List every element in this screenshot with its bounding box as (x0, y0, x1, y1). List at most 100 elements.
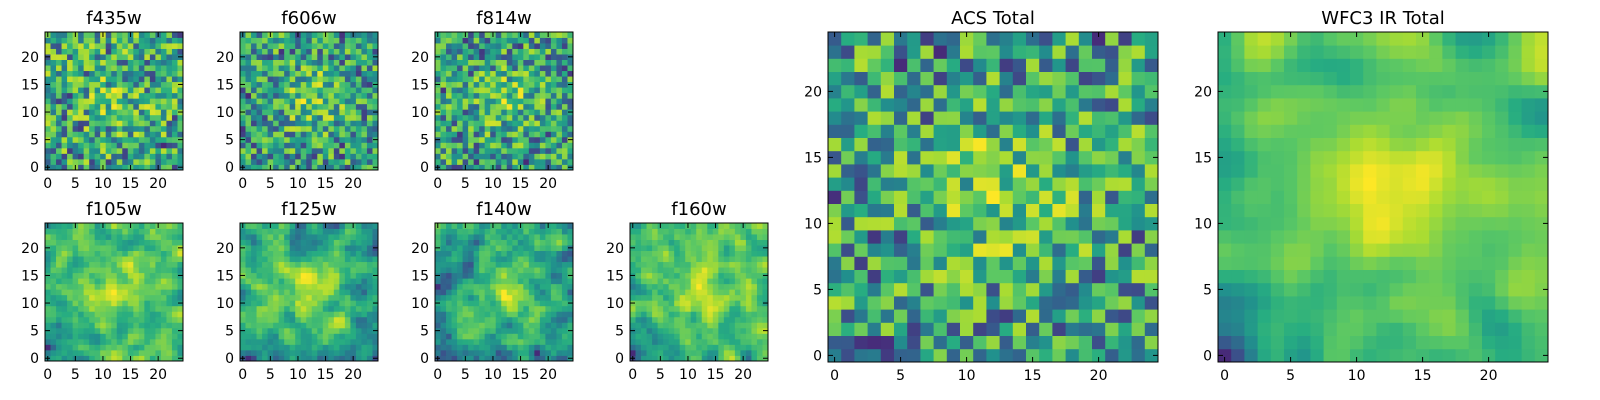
heatmap-cell (517, 228, 524, 235)
heatmap-cell (61, 76, 68, 83)
heatmap-cell (61, 81, 68, 88)
heatmap-cell (355, 54, 362, 60)
heatmap-cell (300, 76, 307, 83)
heatmap-cell (707, 261, 714, 268)
heatmap-cell (435, 70, 441, 77)
heatmap-cell (177, 37, 184, 44)
heatmap-cell (512, 131, 519, 138)
heatmap-cell (663, 300, 670, 307)
heatmap-cell (712, 349, 719, 356)
heatmap-cell (841, 322, 855, 336)
heatmap-cell (177, 87, 184, 94)
heatmap-cell (712, 228, 719, 235)
heatmap-cell (67, 305, 73, 312)
heatmap-cell (490, 267, 497, 274)
heatmap-cell (333, 65, 340, 72)
heatmap-cell (999, 203, 1014, 218)
heatmap-cell (550, 164, 557, 171)
heatmap-cell (311, 250, 318, 257)
heatmap-cell (50, 261, 57, 268)
heatmap-cell (256, 234, 263, 240)
heatmap-cell (56, 333, 62, 340)
heatmap-cell (155, 158, 162, 165)
heatmap-cell (94, 48, 101, 55)
heatmap-cell (446, 289, 452, 296)
heatmap-cell (674, 245, 681, 251)
heatmap-cell (100, 327, 107, 334)
heatmap-cell (67, 59, 73, 66)
heatmap-cell (133, 120, 140, 127)
heatmap-cell (545, 239, 552, 246)
heatmap-cell (355, 344, 362, 351)
heatmap-cell (501, 333, 508, 340)
x-tick-label: 15 (707, 367, 725, 383)
heatmap-cell (61, 70, 68, 77)
y-tick-label: 0 (30, 351, 39, 367)
heatmap-cell (372, 278, 379, 285)
heatmap-cell (166, 239, 173, 246)
heatmap-cell (240, 92, 246, 99)
heatmap-cell (355, 59, 362, 66)
heatmap-cell (457, 43, 463, 49)
heatmap-cell (501, 98, 508, 105)
heatmap-cell (144, 261, 151, 268)
heatmap-cell (72, 261, 79, 268)
heatmap-cell (556, 70, 563, 77)
heatmap-cell (94, 300, 101, 307)
x-tick-label: 0 (238, 176, 247, 192)
heatmap-cell (105, 54, 112, 60)
heatmap-cell (245, 223, 252, 229)
heatmap-cell (457, 355, 463, 362)
heatmap-cell (122, 48, 129, 55)
heatmap-cell (133, 256, 140, 263)
heatmap-cell (690, 289, 697, 296)
heatmap-cell (446, 311, 452, 318)
y-tick-label: 0 (420, 351, 429, 367)
heatmap-cell (133, 131, 140, 138)
heatmap-cell (506, 81, 513, 88)
heatmap-cell (133, 109, 140, 116)
heatmap-cell (300, 120, 307, 127)
heatmap-cell (355, 65, 362, 72)
heatmap-cell (372, 48, 379, 55)
heatmap-cell (256, 120, 263, 127)
heatmap-cell (512, 43, 519, 49)
heatmap-cell (534, 120, 541, 127)
heatmap-cell (1131, 190, 1146, 204)
heatmap-cell (289, 131, 296, 138)
heatmap-cell (446, 327, 452, 334)
heatmap-cell (267, 136, 274, 143)
heatmap-cell (284, 142, 291, 149)
heatmap-cell (933, 203, 948, 218)
heatmap-cell (50, 267, 57, 274)
heatmap-cell (685, 300, 692, 307)
heatmap-cell (361, 158, 368, 165)
heatmap-cell (468, 147, 475, 154)
heatmap-cell (273, 322, 280, 329)
heatmap-cell (894, 322, 908, 336)
heatmap-cell (446, 109, 452, 116)
heatmap-cell (495, 70, 502, 77)
heatmap-cell (61, 344, 68, 351)
heatmap-cell (284, 147, 291, 154)
heatmap-cell (696, 223, 703, 229)
heatmap-cell (495, 344, 502, 351)
heatmap-cell (501, 305, 508, 312)
heatmap-cell (240, 98, 246, 105)
heatmap-cell (100, 147, 107, 154)
heatmap-cell (289, 109, 296, 116)
heatmap-cell (685, 267, 692, 274)
heatmap-cell (127, 283, 134, 290)
heatmap-cell (56, 92, 62, 99)
heatmap-cell (317, 158, 324, 165)
heatmap-cell (440, 158, 447, 165)
heatmap-cell (534, 272, 541, 279)
heatmap-cell (1105, 243, 1119, 257)
heatmap-cell (372, 333, 379, 340)
heatmap-cell (641, 311, 647, 318)
heatmap-cell (484, 234, 491, 240)
heatmap-cell (355, 267, 362, 274)
heatmap-cell (144, 92, 151, 99)
heatmap-cell (446, 338, 452, 345)
heatmap-cell (289, 37, 296, 44)
